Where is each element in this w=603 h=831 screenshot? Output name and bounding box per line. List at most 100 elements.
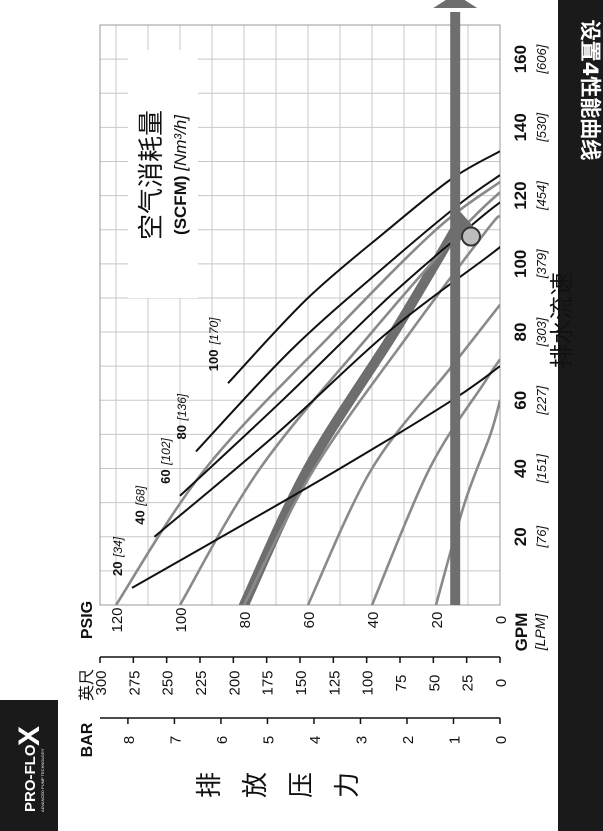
air-pressure-curve-80: [242, 214, 500, 605]
consumption-units-metric: [Nm³/h]: [171, 114, 190, 172]
flow-tick-gpm: 140: [511, 113, 530, 141]
consumption-label-value: 80: [174, 425, 189, 439]
bar-tick-label: 1: [446, 736, 463, 744]
bar-tick-label: 5: [260, 736, 277, 744]
logo-tagline: ADVANCED PUMP TECHNOLOGY: [40, 748, 45, 812]
consumption-label-metric: [170]: [207, 317, 221, 345]
flow-tick-lpm: [530]: [534, 113, 549, 143]
feet-tick-25: 25: [460, 675, 477, 692]
logo-mark: X: [13, 726, 46, 746]
bar-tick-label: 7: [167, 736, 184, 744]
psig-tick-label: 40: [365, 612, 382, 629]
feet-tick-label: 250: [160, 670, 177, 695]
air-pressure-curve-40: [370, 358, 500, 605]
flow-unit-gpm: GPM: [512, 613, 531, 652]
psig-tick-60: 60: [301, 612, 318, 629]
pressure-axis-label: 压: [287, 772, 317, 798]
psig-tick-80: 80: [237, 612, 254, 629]
bar-tick-label: 6: [214, 736, 231, 744]
bar-tick-3: 3: [353, 736, 370, 744]
consumption-label-40: 40 [68]: [132, 485, 147, 525]
flow-tick-100: 100 [379]: [511, 249, 549, 279]
bar-unit-label: BAR: [79, 722, 96, 757]
consumption-label-100: 100 [170]: [206, 317, 221, 371]
flow-tick-120: 120 [454]: [511, 181, 549, 211]
feet-unit-label: 英尺: [77, 669, 96, 701]
flow-axis-title: 排水流速: [548, 272, 576, 368]
flow-tick-gpm: 40: [511, 459, 530, 478]
bar-tick-label: 2: [400, 736, 417, 744]
pressure-axis-char: 放: [241, 772, 271, 798]
feet-tick-label: 150: [293, 670, 310, 695]
flow-unit-lpm: [LPM]: [532, 613, 548, 652]
air-consumption-curve-60: [179, 201, 500, 497]
psig-tick-120: 120: [109, 607, 126, 632]
bar-tick-7: 7: [167, 736, 184, 744]
bar-tick-8: 8: [121, 736, 138, 744]
consumption-label-metric: [136]: [175, 393, 189, 421]
feet-tick-0: 0: [493, 679, 510, 687]
feet-tick-275: 275: [126, 670, 143, 695]
psig-tick-100: 100: [173, 607, 190, 632]
psig-tick-label: 120: [109, 607, 126, 632]
flow-tick-lpm: [606]: [534, 44, 549, 74]
pro-flo-logo: PRO-FLO X ADVANCED PUMP TECHNOLOGY: [13, 726, 46, 812]
flow-tick-lpm: [303]: [534, 317, 549, 347]
feet-tick-100: 100: [360, 670, 377, 695]
consumption-label-box: [128, 50, 198, 298]
consumption-label-60: 60 [102]: [158, 437, 173, 483]
flow-tick-60: 60 [227]: [511, 385, 549, 415]
consumption-label-value: 100: [206, 350, 221, 372]
feet-tick-label: 225: [193, 670, 210, 695]
bar-tick-5: 5: [260, 736, 277, 744]
pressure-axis-char: 力: [333, 772, 363, 798]
logo-block: [0, 700, 58, 831]
consumption-title: 空气消耗量: [137, 110, 167, 240]
feet-tick-200: 200: [226, 670, 243, 695]
feet-tick-225: 225: [193, 670, 210, 695]
psig-tick-label: 0: [493, 616, 510, 624]
logo-text: PRO-FLO: [22, 744, 39, 812]
feet-tick-300: 300: [93, 670, 110, 695]
feet-tick-label: 200: [226, 670, 243, 695]
pressure-axis-label: 放: [241, 772, 271, 798]
plot-area: 空气消耗量 (SCFM) [Nm³/h] 20 [34] 40 [68] 60 [102]80…: [99, 0, 501, 606]
bar-tick-label: 8: [121, 736, 138, 744]
feet-tick-label: 100: [360, 670, 377, 695]
feet-tick-50: 50: [426, 675, 443, 692]
flow-tick-20: 20 [76]: [511, 526, 549, 549]
axes: 20 [76]40 [151]60 [227]80 [303]100 [379]120 [4…: [77, 44, 576, 798]
flow-axis-label: 排水流速: [548, 272, 576, 368]
pressure-axis-char: 压: [287, 772, 317, 798]
psig-unit: PSIG: [79, 601, 96, 639]
flow-tick-80: 80 [303]: [511, 317, 549, 347]
feet-tick-label: 0: [493, 679, 510, 687]
pressure-axis-label: 排: [195, 772, 225, 798]
flow-tick-gpm: 60: [511, 391, 530, 410]
bar-tick-4: 4: [307, 736, 324, 744]
feet-tick-125: 125: [326, 670, 343, 695]
bar-tick-label: 0: [493, 736, 510, 744]
air-consumption-curve-80: [195, 174, 500, 453]
feet-tick-75: 75: [393, 675, 410, 692]
feet-tick-250: 250: [160, 670, 177, 695]
feet-tick-label: 300: [93, 670, 110, 695]
flow-tick-lpm: [76]: [534, 526, 549, 549]
consumption-label-value: 40: [132, 510, 147, 524]
air-pressure-curve-120: [114, 180, 500, 605]
consumption-label-80: 80 [136]: [174, 393, 189, 439]
flow-tick-gpm: 100: [511, 250, 530, 278]
flow-tick-lpm: [454]: [534, 181, 549, 211]
air-consumption-curve-40: [153, 246, 500, 538]
feet-tick-label: 125: [326, 670, 343, 695]
consumption-label-metric: [68]: [133, 485, 147, 507]
flow-tick-40: 40 [151]: [511, 454, 549, 484]
consumption-label-20: 20 [34]: [110, 536, 125, 576]
feet-unit: 英尺: [77, 669, 96, 701]
air-pressure-curve-20: [434, 399, 500, 605]
psig-tick-label: 20: [429, 612, 446, 629]
bar-tick-2: 2: [400, 736, 417, 744]
bar-tick-1: 1: [446, 736, 463, 744]
operating-line: [239, 224, 461, 605]
